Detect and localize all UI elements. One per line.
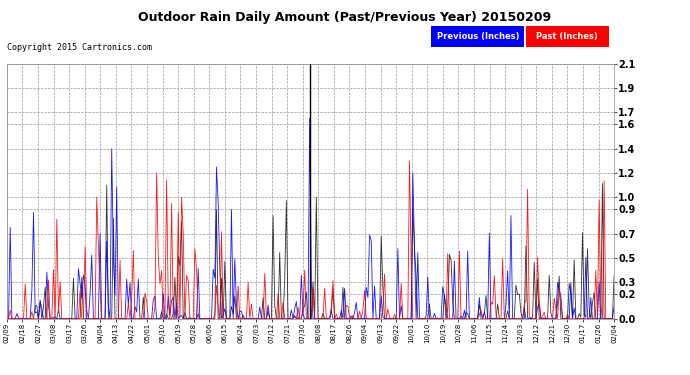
Text: Outdoor Rain Daily Amount (Past/Previous Year) 20150209: Outdoor Rain Daily Amount (Past/Previous… [139, 11, 551, 24]
Text: Copyright 2015 Cartronics.com: Copyright 2015 Cartronics.com [7, 43, 152, 52]
Text: Past (Inches): Past (Inches) [536, 32, 598, 41]
Text: Previous (Inches): Previous (Inches) [437, 32, 519, 41]
